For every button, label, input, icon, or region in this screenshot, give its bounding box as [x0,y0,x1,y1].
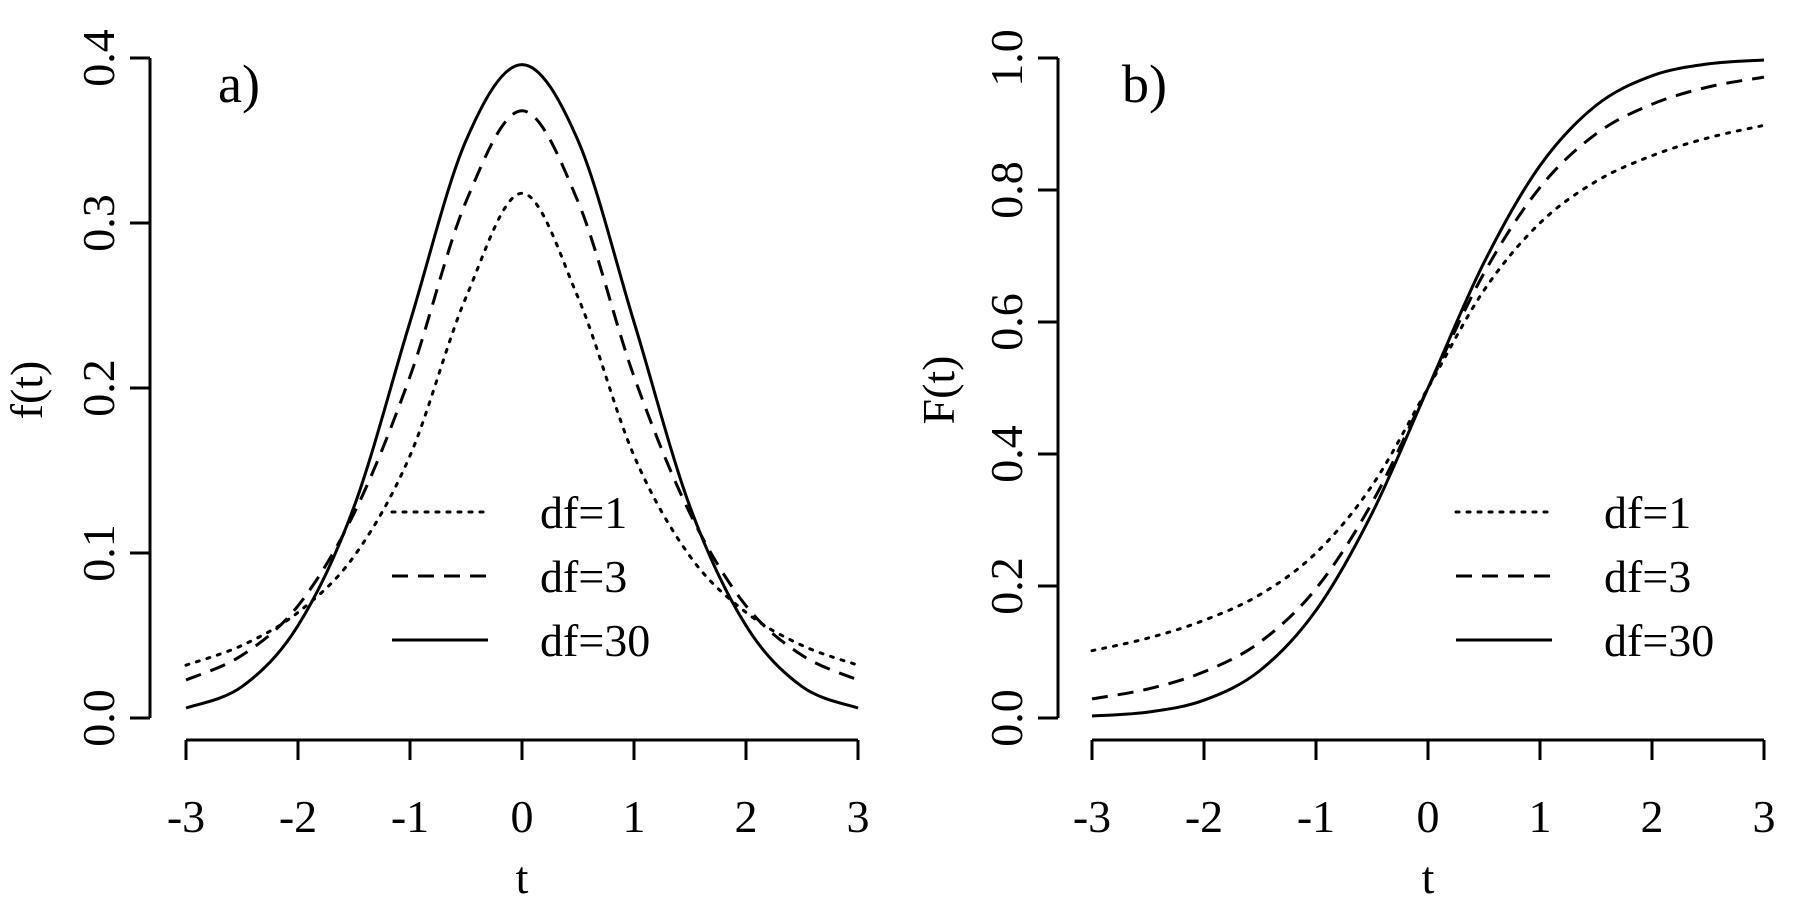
x-tick-label-a: 0 [511,791,534,842]
series-line-df=30-a [185,63,859,710]
x-tick-label-b: -3 [1073,791,1111,842]
legend-label-df=1-b: df=1 [1604,487,1691,538]
x-tick-label-b: -1 [1297,791,1335,842]
x-tick-label-a: 2 [735,791,758,842]
x-tick-label-a: -2 [279,791,317,842]
y-axis-title-a: f(t) [1,361,52,420]
x-tick-label-b: 0 [1417,791,1440,842]
legend-label-df=1-a: df=1 [540,487,627,538]
panel-a: a) t f(t) 0.0 0.1 0.2 0.3 0.4 -3 -2 -1 0 1 2 3 df=1 d… [1,29,870,900]
x-tick-label-b: 3 [1753,791,1776,842]
y-tick-label-b: 0.8 [981,161,1032,219]
x-tick-label-a: -3 [167,791,205,842]
series-line-df=3-a [185,109,859,682]
y-tick-label-b: 0.2 [981,557,1032,615]
y-tick-label-b: 0.0 [981,689,1032,747]
panel-b: b) t F(t) 0.0 0.2 0.4 0.6 0.8 1.0 -3 -2 -1 0 1 2 3 df… [913,29,1776,900]
x-tick-label-b: 1 [1529,791,1552,842]
series-line-df=1-a [184,191,860,667]
y-tick-label-a: 0.4 [73,29,124,87]
x-tick-label-a: 1 [623,791,646,842]
panel-label-a: a) [218,54,260,114]
legend-label-df=30-b: df=30 [1604,615,1714,666]
x-tick-label-a: -1 [391,791,429,842]
legend-label-df=3-a: df=3 [540,551,627,602]
y-axis-title-b: F(t) [913,356,964,425]
y-tick-label-a: 0.2 [73,359,124,417]
y-tick-label-a: 0.0 [73,689,124,747]
y-tick-label-b: 1.0 [981,29,1032,87]
legend-label-df=30-a: df=30 [540,615,650,666]
y-tick-label-a: 0.1 [73,524,124,582]
y-tick-label-b: 0.4 [981,425,1032,483]
y-tick-label-b: 0.6 [981,293,1032,351]
legend-label-df=3-b: df=3 [1604,551,1691,602]
panel-label-b: b) [1122,54,1167,114]
x-tick-label-b: 2 [1641,791,1664,842]
x-tick-label-b: -2 [1185,791,1223,842]
series-line-df=30-b [1091,58,1765,718]
series-line-df=3-b [1091,75,1765,701]
x-axis-title-a: t [516,852,529,900]
y-tick-label-a: 0.3 [73,194,124,252]
series-line-df=1-b [1090,123,1766,653]
x-tick-label-a: 3 [847,791,870,842]
x-axis-title-b: t [1422,852,1435,900]
